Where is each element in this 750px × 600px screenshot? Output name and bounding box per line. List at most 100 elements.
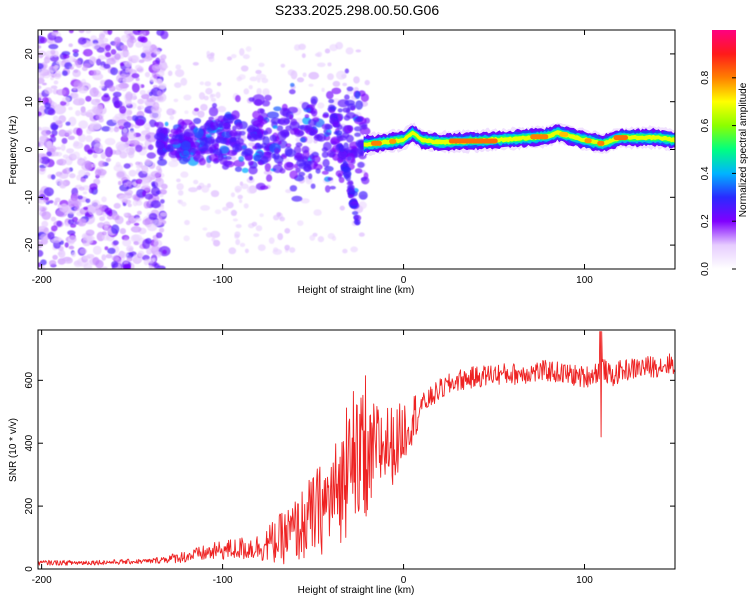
- snr-y-axis: 0 200 400 600: [24, 372, 675, 572]
- spectral-blob: [296, 77, 305, 83]
- spectral-blob: [217, 105, 227, 113]
- spectral-blob: [338, 150, 348, 159]
- spectral-blob: [169, 138, 181, 145]
- spectral-blob: [137, 106, 142, 111]
- spectral-blob: [38, 68, 43, 76]
- spectral-blob: [257, 244, 266, 252]
- spectral-blob: [62, 130, 72, 137]
- spectral-blob: [160, 199, 165, 204]
- spectral-blob: [150, 96, 157, 103]
- colorbar-ticks: 0.0 0.2 0.4 0.6 0.8: [700, 70, 736, 276]
- spectral-blob: [344, 94, 350, 100]
- spectral-blob: [131, 83, 140, 93]
- spectral-blob: [90, 98, 101, 106]
- spectral-blob: [141, 146, 146, 150]
- spectral-blob: [89, 121, 101, 131]
- spectral-blob: [78, 169, 86, 177]
- spectral-blob: [41, 220, 49, 228]
- spectral-blob: [154, 132, 166, 141]
- spectral-blob: [208, 153, 219, 162]
- spectral-blob: [123, 163, 131, 169]
- spectral-blob: [243, 88, 250, 95]
- spectral-blob: [88, 205, 96, 216]
- spectral-blob: [183, 235, 190, 242]
- spectral-blob: [341, 74, 347, 79]
- spectral-blob: [51, 225, 58, 232]
- spectral-blob: [229, 156, 237, 161]
- spectral-blob: [316, 133, 327, 142]
- spectral-blob: [321, 87, 325, 92]
- spectral-blob: [39, 265, 46, 269]
- ridge-peak: [597, 140, 605, 146]
- spectral-blob: [160, 30, 169, 40]
- spectral-blob: [203, 95, 209, 101]
- spectral-blob: [38, 101, 41, 106]
- spectral-blob: [248, 160, 254, 166]
- spectral-blob: [80, 178, 87, 183]
- spectral-blob: [128, 169, 137, 177]
- spectral-blob: [40, 259, 47, 266]
- spectral-blob: [177, 190, 184, 196]
- spectral-blob: [90, 70, 97, 76]
- spectral-blob: [156, 121, 164, 129]
- spectral-blob: [161, 65, 169, 69]
- spectral-blob: [324, 124, 333, 130]
- spectral-blob: [125, 91, 133, 101]
- spectral-blob: [122, 238, 132, 247]
- spectral-blob: [255, 225, 263, 232]
- colorbar-label: Normalized spectral amplitude: [738, 82, 749, 217]
- spectral-blob: [235, 122, 243, 130]
- spectral-blob: [62, 54, 70, 59]
- spectral-blob: [111, 261, 119, 268]
- spectral-blob: [85, 135, 93, 143]
- spectral-blob: [113, 164, 124, 172]
- spectral-blob: [305, 135, 314, 144]
- spectral-blob: [144, 72, 150, 77]
- spectral-blob: [38, 97, 42, 103]
- spectral-blob: [216, 136, 226, 144]
- spectral-blob: [342, 82, 348, 87]
- spectral-blob: [273, 106, 282, 112]
- spectral-blob: [268, 237, 275, 245]
- spectral-blob: [219, 156, 228, 165]
- spectral-blob: [145, 159, 151, 165]
- spectral-blob: [138, 59, 145, 63]
- spectral-blob: [124, 236, 129, 241]
- spectral-blob: [335, 170, 344, 177]
- spectral-blob: [118, 180, 122, 186]
- spectral-blob: [188, 187, 198, 193]
- spectral-blob: [209, 139, 215, 144]
- spectral-blob: [93, 142, 104, 154]
- snr-x-label: Height of straight line (km): [298, 585, 415, 596]
- spectral-blob: [160, 54, 167, 60]
- spectral-blob: [228, 247, 237, 255]
- spectral-blob: [167, 70, 173, 77]
- spectral-blob: [210, 97, 217, 102]
- spectral-blob: [239, 242, 246, 247]
- spectral-blob: [113, 202, 121, 209]
- spectral-blob: [135, 41, 144, 48]
- spectral-blob: [78, 120, 89, 129]
- spectral-blob: [260, 155, 269, 165]
- colorbar-tick-label: 0.6: [700, 118, 711, 132]
- spectral-blob: [225, 155, 232, 160]
- spectral-blob: [149, 176, 156, 180]
- spectral-blob: [64, 242, 69, 248]
- spectral-blob: [204, 133, 212, 138]
- spectral-blob: [99, 31, 106, 39]
- spectral-blob: [73, 69, 79, 74]
- spectral-blob: [62, 154, 69, 159]
- ridge-peak: [371, 140, 382, 146]
- spectral-blob: [317, 102, 325, 109]
- spectral-blob: [248, 166, 258, 175]
- spectral-blob: [313, 209, 322, 216]
- spectral-blob: [143, 258, 149, 266]
- spectral-blob: [135, 64, 142, 71]
- spectral-blob: [123, 261, 129, 265]
- spectral-blob: [235, 224, 242, 229]
- spectral-blob: [73, 97, 85, 106]
- spectral-blob: [137, 98, 145, 105]
- spectral-blob: [349, 201, 359, 207]
- spectral-blob: [215, 91, 221, 99]
- spectral-blob: [114, 149, 122, 155]
